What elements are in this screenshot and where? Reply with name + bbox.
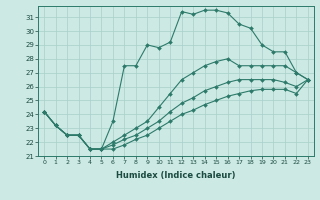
X-axis label: Humidex (Indice chaleur): Humidex (Indice chaleur) xyxy=(116,171,236,180)
